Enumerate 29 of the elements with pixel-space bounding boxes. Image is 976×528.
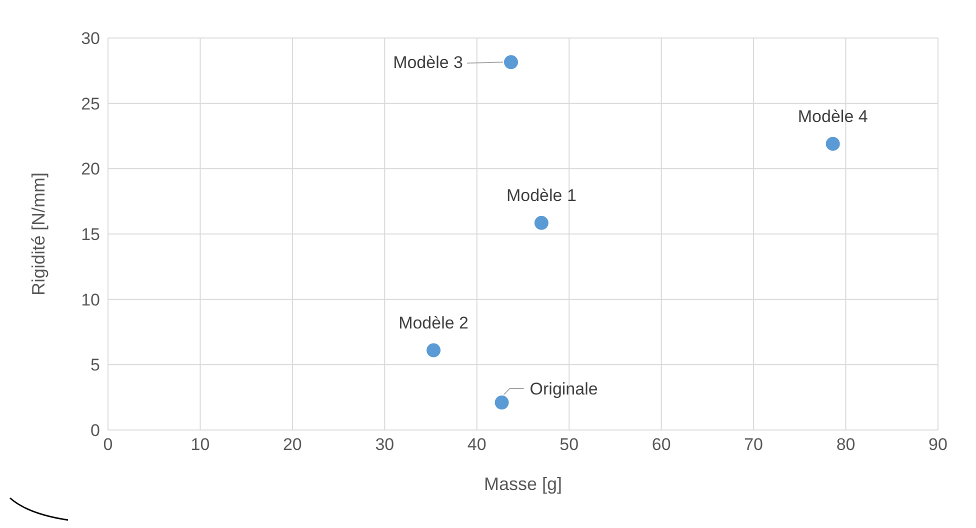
point	[426, 343, 441, 358]
x-tick-label: 50	[560, 435, 579, 454]
x-axis-title: Masse [g]	[484, 474, 562, 494]
y-axis-title: Rigidité [N/mm]	[28, 172, 48, 296]
point	[826, 136, 840, 151]
annotation: Modèle 4	[798, 106, 868, 126]
x-tick-label: 90	[928, 435, 948, 454]
y-tick-label: 20	[81, 160, 100, 179]
x-tick-label: 0	[103, 435, 113, 454]
annotation: Modèle 1	[506, 186, 576, 205]
x-tick-label: 40	[467, 435, 486, 454]
x-tick-label: 30	[375, 435, 394, 454]
annotation: Modèle 2	[398, 313, 469, 332]
y-tick-label: 15	[81, 225, 100, 244]
x-tick-label: 10	[190, 435, 210, 454]
x-tick-label: 70	[744, 435, 764, 454]
point	[504, 55, 518, 70]
y-tick-label: 25	[81, 94, 100, 114]
y-tick-label: 10	[81, 290, 100, 310]
x-tick-label: 60	[652, 435, 671, 454]
y-tick-label: 0	[90, 421, 100, 440]
x-tick-label: 80	[836, 435, 856, 454]
annotation: Modèle 3	[393, 53, 464, 72]
x-tick-label: 20	[282, 435, 302, 454]
y-tick-label: 5	[90, 356, 100, 375]
annotation: Originale	[530, 380, 598, 399]
y-tick-label: 30	[81, 29, 100, 48]
point	[534, 216, 548, 230]
point	[494, 396, 509, 410]
